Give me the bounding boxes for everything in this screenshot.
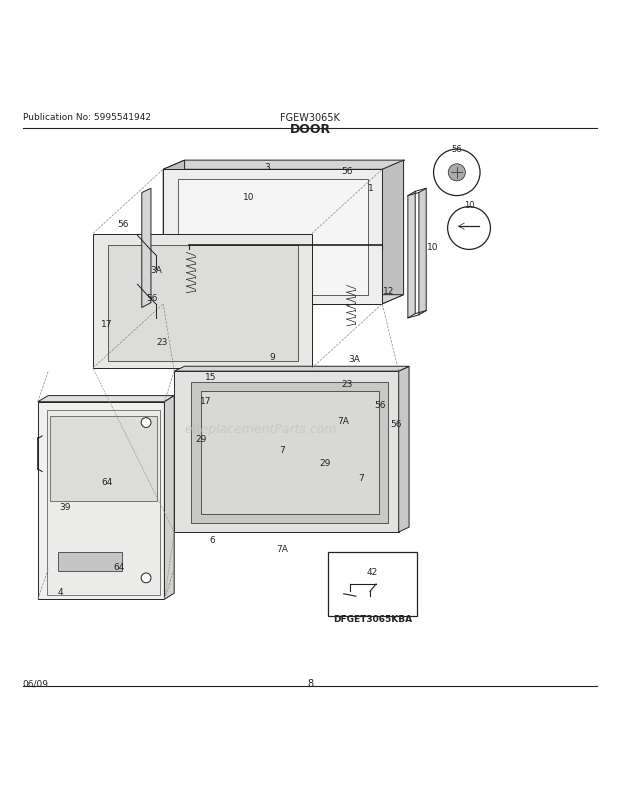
Polygon shape — [201, 392, 378, 514]
Polygon shape — [142, 189, 151, 308]
Text: 56: 56 — [118, 219, 129, 229]
Text: 7: 7 — [279, 445, 285, 455]
Text: 29: 29 — [319, 459, 330, 468]
Text: 39: 39 — [60, 503, 71, 512]
Text: 42: 42 — [367, 568, 378, 577]
Polygon shape — [38, 396, 174, 403]
Text: 7A: 7A — [337, 416, 349, 425]
Text: DOOR: DOOR — [290, 123, 330, 136]
Polygon shape — [163, 161, 405, 170]
Text: DFGET3065KBA: DFGET3065KBA — [333, 614, 412, 623]
Polygon shape — [382, 161, 404, 305]
Text: 9: 9 — [269, 353, 275, 362]
Text: 17: 17 — [101, 319, 113, 329]
Text: 10: 10 — [464, 201, 474, 210]
Text: eReplacementParts.com: eReplacementParts.com — [185, 422, 337, 435]
Text: 10: 10 — [243, 193, 255, 202]
Polygon shape — [38, 403, 164, 600]
Circle shape — [448, 164, 466, 182]
Polygon shape — [108, 245, 298, 361]
Polygon shape — [163, 170, 382, 305]
Text: 12: 12 — [383, 286, 394, 295]
Text: 1: 1 — [368, 184, 374, 193]
Polygon shape — [191, 383, 388, 523]
Polygon shape — [399, 367, 409, 533]
Circle shape — [448, 208, 490, 250]
Text: 56: 56 — [390, 419, 401, 429]
Polygon shape — [163, 295, 404, 305]
Text: FGEW3065K: FGEW3065K — [280, 112, 340, 123]
Text: 6: 6 — [210, 536, 215, 545]
Text: 4: 4 — [58, 587, 63, 596]
Text: 7A: 7A — [276, 545, 288, 553]
Text: 23: 23 — [156, 338, 167, 346]
Circle shape — [433, 150, 480, 196]
Text: 64: 64 — [113, 563, 125, 572]
Polygon shape — [174, 371, 399, 533]
Text: 29: 29 — [195, 435, 207, 444]
Polygon shape — [50, 417, 157, 502]
Polygon shape — [174, 367, 409, 371]
Polygon shape — [58, 553, 122, 571]
Text: 15: 15 — [205, 372, 216, 381]
Text: 3A: 3A — [150, 265, 162, 275]
Polygon shape — [408, 192, 415, 318]
Text: 10: 10 — [427, 242, 438, 252]
Circle shape — [141, 573, 151, 583]
Text: Publication No: 5995541942: Publication No: 5995541942 — [22, 112, 151, 122]
Text: 56: 56 — [374, 400, 386, 409]
FancyBboxPatch shape — [329, 553, 417, 617]
Polygon shape — [163, 161, 185, 305]
Polygon shape — [93, 234, 312, 369]
Circle shape — [141, 418, 151, 428]
Polygon shape — [164, 396, 174, 600]
Polygon shape — [47, 411, 160, 595]
Text: 56: 56 — [341, 167, 352, 176]
Text: 17: 17 — [200, 396, 212, 406]
Text: 7: 7 — [358, 473, 365, 483]
Text: 23: 23 — [341, 379, 352, 388]
Text: 3: 3 — [264, 163, 270, 172]
Polygon shape — [179, 180, 368, 295]
Text: 56: 56 — [451, 145, 462, 154]
Text: 64: 64 — [101, 477, 113, 486]
Polygon shape — [419, 189, 426, 315]
Text: 06/09: 06/09 — [22, 679, 48, 688]
Text: 56: 56 — [146, 294, 158, 303]
Text: 8: 8 — [307, 678, 313, 688]
Text: 3A: 3A — [348, 355, 360, 364]
